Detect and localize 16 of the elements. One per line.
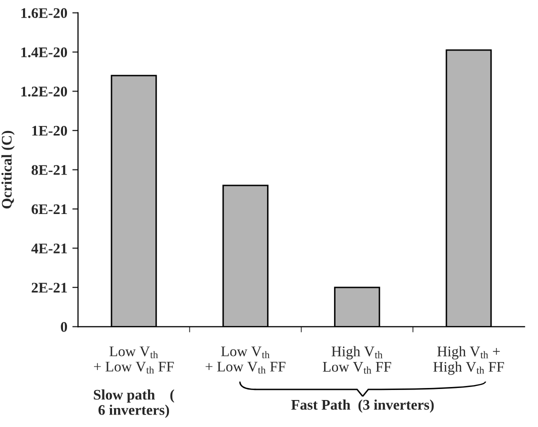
y-tick-label: 6E-21 xyxy=(32,204,67,214)
y-tick-label: 1.6E-20 xyxy=(21,8,68,18)
y-tick-label: 8E-21 xyxy=(32,165,67,175)
x-tick-label: Low V$_{th}$ + Low V$_{th}$ FF xyxy=(94,346,174,374)
x-tick-label: Low V$_{th}$ + Low V$_{th}$ FF xyxy=(206,346,286,374)
text: Slow path ( 6 inverters) xyxy=(94,389,174,418)
text: Fast Path (3 inverters) xyxy=(291,399,434,413)
y-tick-label: 0 xyxy=(60,322,68,332)
y-tick-label: 4E-21 xyxy=(31,244,67,254)
y-axis-title: Qcritical (C) xyxy=(1,130,15,208)
y-tick-label: 1.4E-20 xyxy=(21,47,68,58)
x-tick-label: High V$_{th}$ Low V$_{th}$ FF xyxy=(322,346,392,374)
y-tick-label: 2E-21 xyxy=(32,282,67,292)
y-tick-label: 1E-20 xyxy=(32,126,68,136)
y-tick-label: 1.2E-20 xyxy=(21,86,68,97)
category-label: High V$_{th}$ + High V$_{th}$ FF xyxy=(433,346,504,375)
